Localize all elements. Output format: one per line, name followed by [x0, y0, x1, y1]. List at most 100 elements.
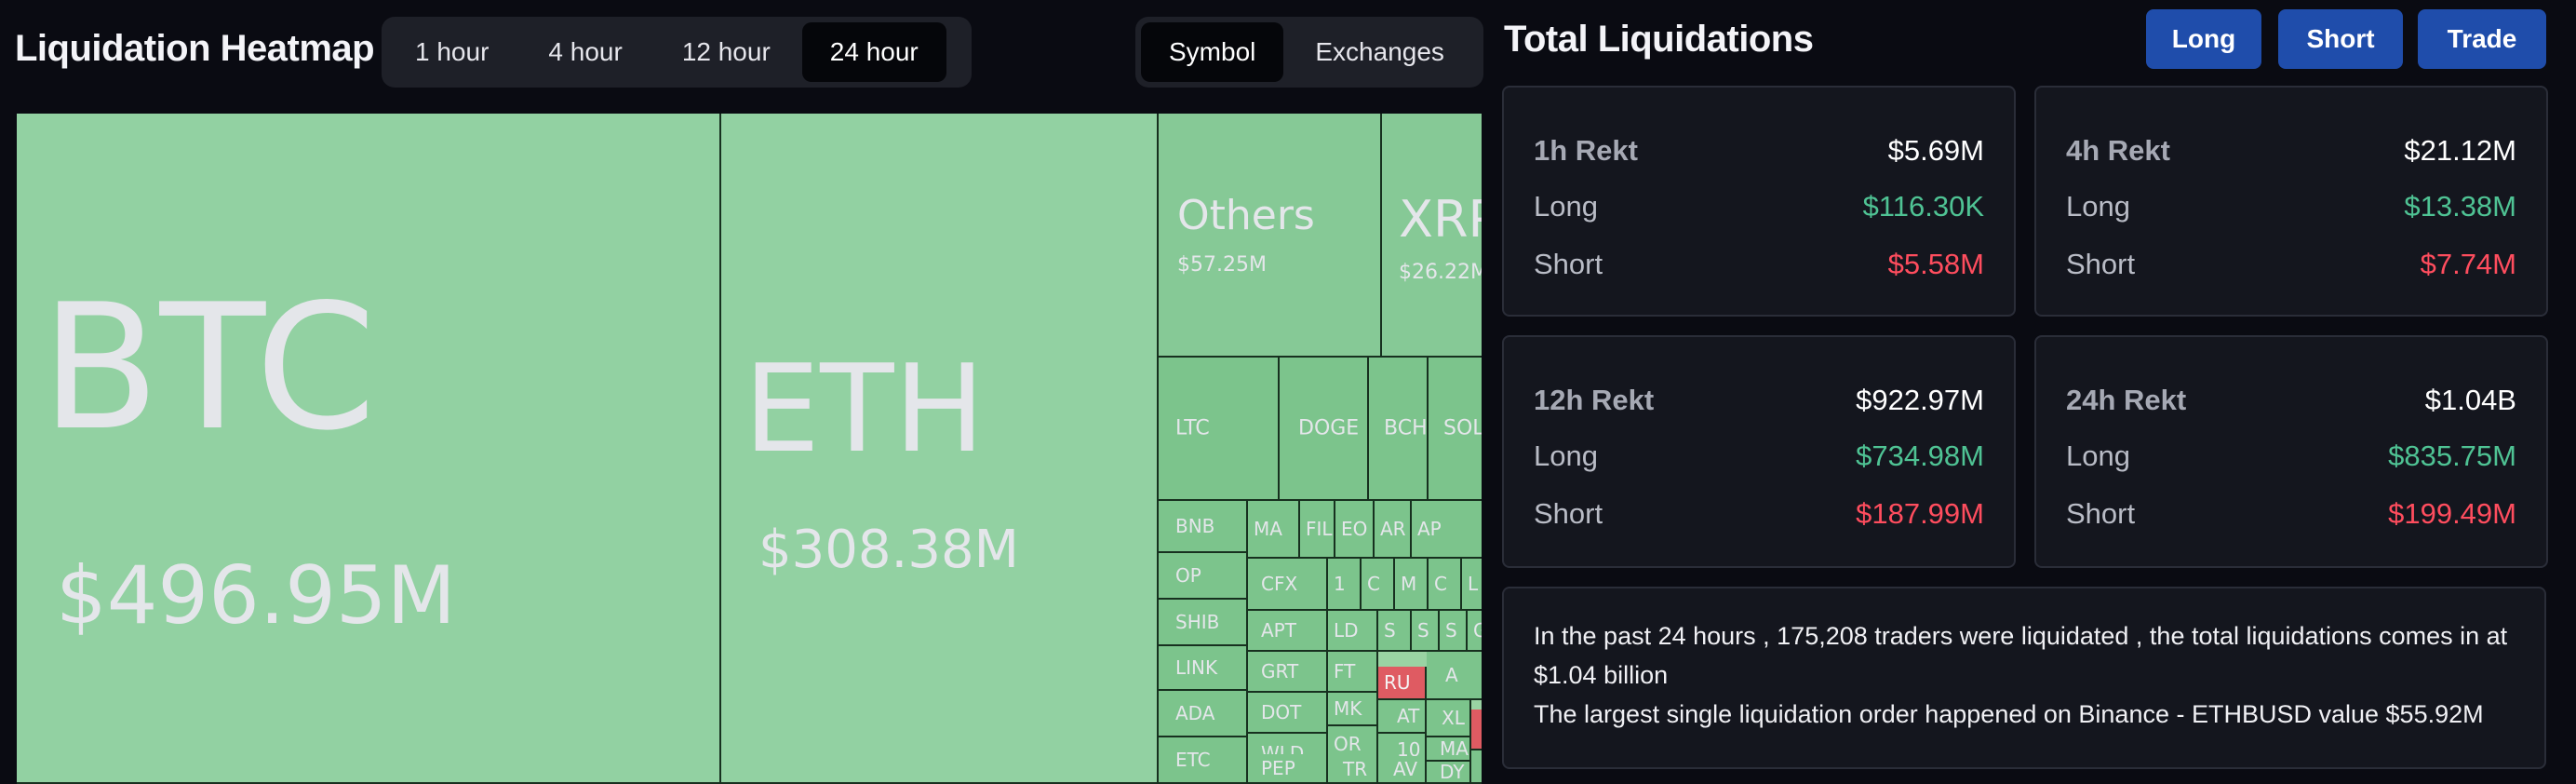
summary-largest-order-line: The largest single liquidation order hap… [1534, 700, 2484, 728]
tile-symbol: XL [1442, 707, 1465, 729]
tile-xrp[interactable]: XRP $26.22M [1382, 114, 1482, 358]
card-12h-rekt: 12h Rekt $922.97M Long $734.98M Short $187.… [1502, 335, 2016, 568]
tile-small[interactable]: DY [1427, 762, 1471, 784]
tile-symbol: D [1481, 755, 1482, 777]
card-4h-rekt: 4h Rekt $21.12M Long $13.38M Short $7.74M [2034, 86, 2548, 317]
liquidation-summary: In the past 24 hours , 175,208 traders w… [1502, 587, 2546, 769]
tile-small[interactable]: S [1440, 611, 1468, 652]
tile-symbol: E [1481, 718, 1482, 740]
card-heading: 12h Rekt [1534, 384, 1655, 416]
tile-symbol: FIL [1306, 518, 1333, 540]
tile-small[interactable]: TR [1328, 756, 1378, 784]
view-tabs: Symbol Exchanges [1135, 17, 1483, 88]
tile-ltc[interactable]: LTC [1159, 358, 1280, 501]
tile-ada[interactable]: ADA [1159, 691, 1248, 737]
tile-sol[interactable]: SOL [1429, 358, 1482, 501]
tile-symbol: OR [1334, 733, 1362, 755]
tile-symbol: RU [1384, 671, 1411, 694]
tile-symbol: XRP [1399, 190, 1482, 249]
tile-small[interactable]: S [1378, 611, 1412, 652]
tile-symbol: AT [1397, 705, 1420, 727]
tile-small[interactable]: MK [1328, 693, 1378, 726]
short-label: Short [2066, 497, 2136, 530]
tile-small[interactable]: AR [1375, 501, 1412, 559]
heatmap-title: Liquidation Heatmap [15, 28, 375, 69]
tile-symbol: C [1434, 573, 1447, 595]
tile-small[interactable]: AT [1378, 700, 1427, 734]
card-total: $922.97M [1856, 384, 1984, 416]
tile-symbol: S [1384, 619, 1396, 642]
tile-op[interactable]: OP [1159, 553, 1248, 600]
tile-symbol: G [1473, 619, 1482, 642]
tile-small[interactable]: APT [1248, 611, 1328, 652]
tile-small-red[interactable]: E [1471, 710, 1482, 750]
tile-small[interactable]: S [1412, 611, 1440, 652]
tile-small[interactable]: A [1427, 652, 1482, 700]
tile-link[interactable]: LINK [1159, 646, 1248, 691]
tab-24-hour[interactable]: 24 hour [801, 22, 946, 82]
tile-symbol: BTC [41, 266, 377, 468]
tile-small[interactable]: 1 [1328, 559, 1362, 611]
total-liquidations-title: Total Liquidations [1504, 19, 1814, 60]
card-total: $21.12M [2404, 134, 2516, 167]
tile-doge[interactable]: DOGE [1280, 358, 1369, 501]
tile-symbol: MK [1334, 697, 1362, 720]
tile-small[interactable]: MA [1248, 501, 1300, 559]
tile-symbol: FT [1334, 660, 1356, 683]
tile-bch[interactable]: BCH [1369, 358, 1429, 501]
tile-small[interactable]: FT [1328, 652, 1378, 693]
tile-shib[interactable]: SHIB [1159, 600, 1248, 646]
tab-1-hour[interactable]: 1 hour [415, 37, 490, 66]
tile-symbol: SHIB [1175, 611, 1220, 633]
tile-small[interactable]: EO [1335, 501, 1375, 559]
tile-small[interactable]: C [1362, 559, 1395, 611]
trade-button[interactable]: Trade [2418, 9, 2546, 69]
tab-exchanges[interactable]: Exchanges [1315, 37, 1444, 66]
tile-small[interactable]: M [1395, 559, 1429, 611]
tile-btc[interactable]: BTC $496.95M [17, 114, 721, 784]
tab-4-hour[interactable]: 4 hour [548, 37, 623, 66]
short-value: $187.99M [1856, 497, 1984, 530]
tile-small-red[interactable]: RU [1378, 667, 1427, 700]
tile-small[interactable]: MA [1427, 737, 1471, 762]
tile-symbol: L [1468, 573, 1479, 595]
long-value: $734.98M [1856, 439, 1984, 472]
tile-symbol: S [1417, 619, 1429, 642]
tab-symbol[interactable]: Symbol [1141, 22, 1284, 82]
long-button[interactable]: Long [2146, 9, 2261, 69]
long-value: $13.38M [2404, 190, 2516, 223]
tile-eth[interactable]: ETH $308.38M [721, 114, 1159, 784]
tile-small[interactable]: GRT [1248, 652, 1328, 693]
tile-small[interactable]: G [1468, 611, 1482, 652]
short-label: Short [2066, 248, 2136, 280]
tile-small[interactable]: PEP [1248, 754, 1328, 784]
short-button[interactable]: Short [2278, 9, 2403, 69]
card-heading: 1h Rekt [1534, 134, 1638, 167]
tile-symbol: MA [1254, 518, 1282, 540]
tile-symbol: LD [1334, 619, 1359, 642]
long-value: $116.30K [1862, 190, 1984, 223]
tile-symbol: PEP [1261, 757, 1295, 779]
tile-etc[interactable]: ETC [1159, 737, 1248, 784]
tile-small[interactable]: LD [1328, 611, 1378, 652]
tile-symbol: EO [1341, 518, 1368, 540]
card-total: $5.69M [1887, 134, 1984, 167]
summary-traders-line: In the past 24 hours , 175,208 traders w… [1534, 622, 2508, 689]
tile-small[interactable]: FIL [1300, 501, 1335, 559]
tile-symbol: Others [1177, 192, 1315, 239]
tile-small[interactable]: C [1429, 559, 1462, 611]
liquidation-treemap: BTC $496.95M ETH $308.38M Others $57.25M… [17, 114, 1482, 784]
tile-small[interactable]: AP [1412, 501, 1482, 559]
tile-symbol: BCH [1384, 416, 1428, 440]
tile-bnb[interactable]: BNB [1159, 501, 1248, 553]
tile-symbol: DY [1440, 762, 1465, 783]
tile-small[interactable]: DOT [1248, 693, 1328, 734]
tab-12-hour[interactable]: 12 hour [681, 37, 771, 66]
tile-small[interactable]: D [1471, 750, 1482, 784]
tile-small[interactable]: AV [1378, 756, 1427, 784]
tile-others[interactable]: Others $57.25M [1159, 114, 1382, 358]
tile-symbol: S [1445, 619, 1457, 642]
tile-small[interactable]: XL [1427, 700, 1471, 737]
tile-small[interactable]: CFX [1248, 559, 1328, 611]
tile-small[interactable]: L [1462, 559, 1482, 611]
